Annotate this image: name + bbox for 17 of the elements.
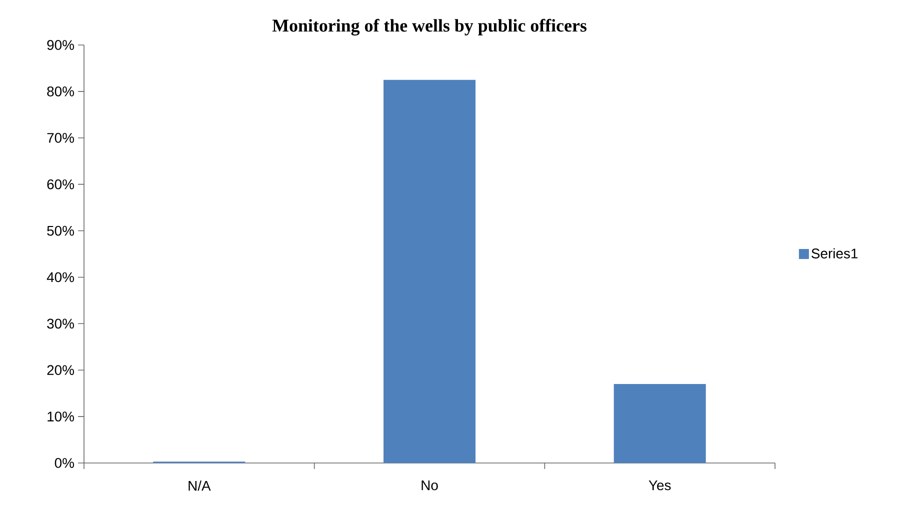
y-tick-label: 10%	[48, 412, 74, 422]
y-tick-label: 20%	[47, 365, 74, 376]
y-tick-label: 0%	[54, 458, 74, 468]
y-tick-label: 80%	[47, 86, 74, 96]
y-tick-label: 40%	[46, 272, 74, 282]
y-tick-label: 50%	[47, 226, 74, 236]
legend-label: Series1	[812, 248, 858, 258]
chart-title: Monitoring of the wells by public officers	[272, 18, 586, 36]
x-tick-label: No	[422, 480, 438, 490]
y-tick-label: 70%	[47, 132, 74, 143]
y-tick-label: 90%	[47, 40, 74, 50]
bar	[614, 384, 706, 463]
bar	[384, 80, 476, 463]
y-tick-label: 30%	[47, 318, 74, 329]
x-tick-label: Yes	[648, 480, 671, 490]
y-tick-label: 60%	[47, 179, 74, 190]
x-tick-label: N/A	[188, 480, 211, 491]
